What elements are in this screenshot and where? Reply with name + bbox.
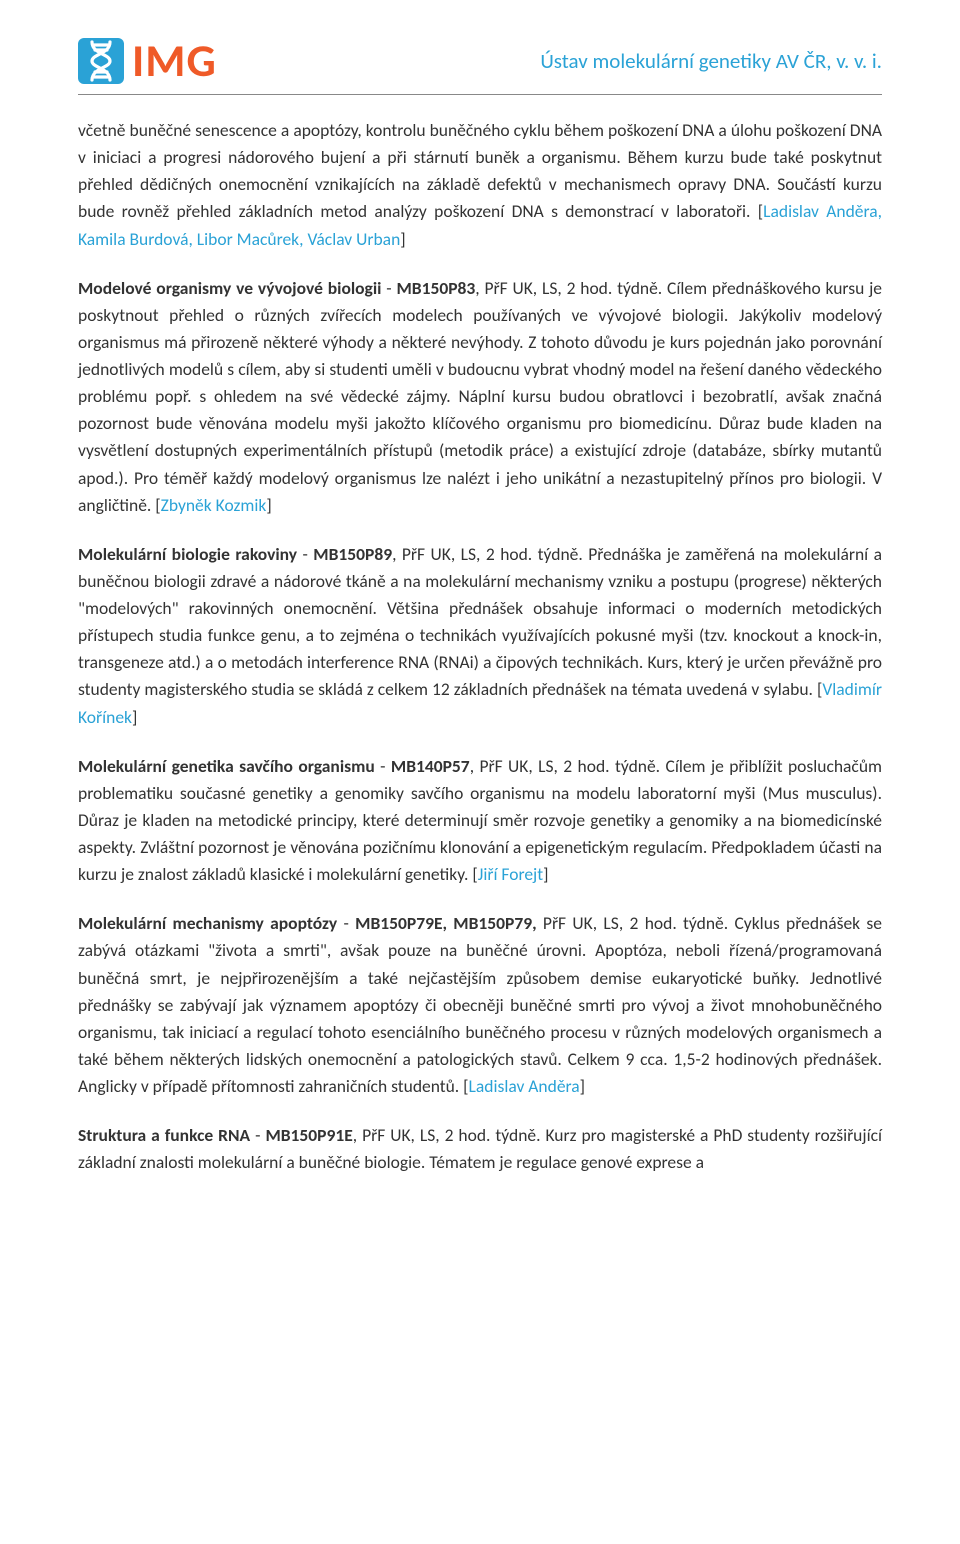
dna-logo-icon: [78, 38, 124, 84]
header-rule: [78, 94, 882, 95]
institute-name: Ústav molekulární genetiky AV ČR, v. v. …: [540, 45, 882, 78]
course-body: , PřF UK, LS, 2 hod. týdně. Přednáška je…: [78, 543, 882, 701]
course-paragraph: Molekulární mechanismy apoptózy - MB150P…: [78, 910, 882, 1100]
course-name: Modelové organismy ve vývojové biologii: [78, 277, 381, 299]
course-paragraph: Struktura a funkce RNA - MB150P91E, PřF …: [78, 1122, 882, 1176]
sep: -: [337, 912, 355, 934]
sep: -: [375, 755, 391, 777]
course-code: MB150P89: [313, 543, 392, 565]
bracket-close: ]: [400, 228, 405, 250]
author-link[interactable]: Zbyněk Kozmik: [161, 494, 267, 516]
course-name: Struktura a funkce RNA: [78, 1124, 250, 1146]
course-body: PřF UK, LS, 2 hod. týdně. Cyklus přednáš…: [78, 912, 882, 1097]
author-link[interactable]: Ladislav Anděra: [469, 1075, 580, 1097]
paragraph-intro: včetně buněčné senescence a apoptózy, ko…: [78, 117, 882, 253]
course-paragraph: Molekulární genetika savčího organismu -…: [78, 753, 882, 889]
body-text: včetně buněčné senescence a apoptózy, ko…: [78, 119, 882, 222]
bracket-close: ]: [580, 1075, 585, 1097]
course-name: Molekulární mechanismy apoptózy: [78, 912, 337, 934]
sep: -: [297, 543, 313, 565]
author-link[interactable]: Jiří Forejt: [478, 863, 543, 885]
logo-text: IMG: [132, 38, 217, 84]
sep: -: [381, 277, 396, 299]
bracket-close: ]: [266, 494, 271, 516]
bracket-close: ]: [543, 863, 548, 885]
course-paragraph: Modelové organismy ve vývojové biologii …: [78, 275, 882, 519]
bracket-close: ]: [132, 706, 137, 728]
course-code: MB150P91E: [265, 1124, 352, 1146]
course-paragraph: Molekulární biologie rakoviny - MB150P89…: [78, 541, 882, 731]
page-header: IMG Ústav molekulární genetiky AV ČR, v.…: [78, 38, 882, 84]
course-code: MB140P57: [391, 755, 470, 777]
logo-block: IMG: [78, 38, 217, 84]
course-name: Molekulární biologie rakoviny: [78, 543, 297, 565]
course-code: MB150P79E, MB150P79,: [355, 912, 536, 934]
course-code: MB150P83: [396, 277, 475, 299]
sep: -: [250, 1124, 265, 1146]
course-body: , PřF UK, LS, 2 hod. týdně. Cílem předná…: [78, 277, 882, 516]
course-name: Molekulární genetika savčího organismu: [78, 755, 375, 777]
